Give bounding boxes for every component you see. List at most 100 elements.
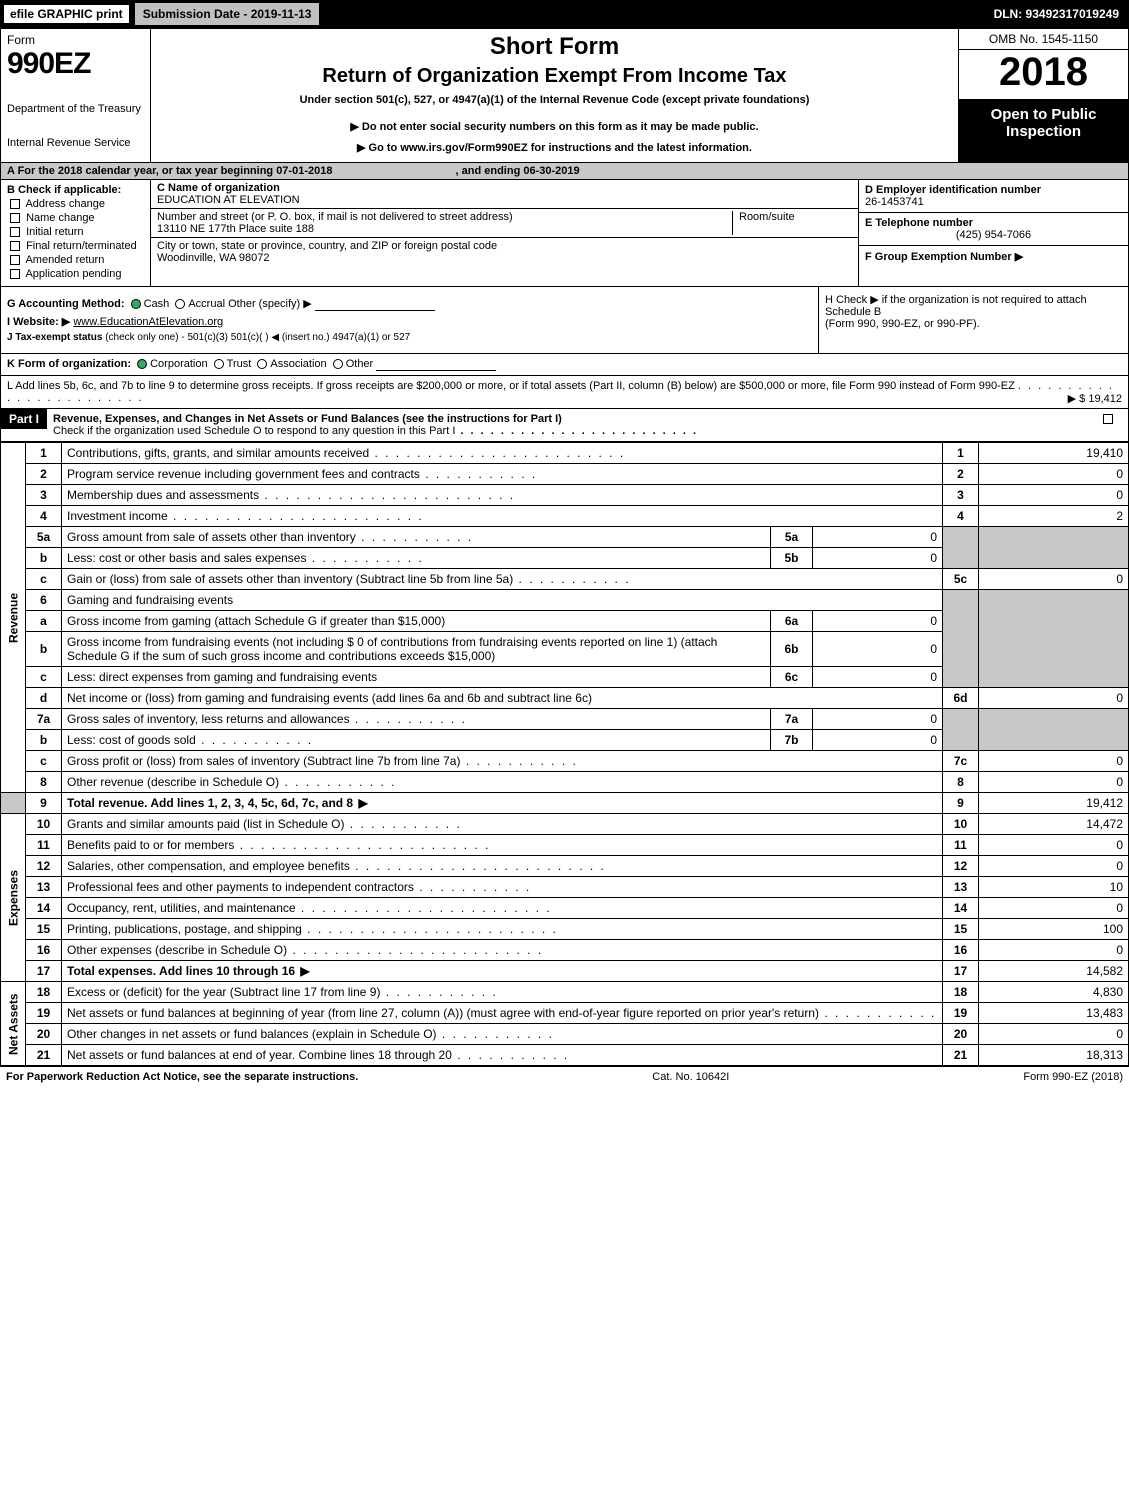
part-1-title: Revenue, Expenses, and Changes in Net As…	[53, 413, 562, 425]
dln-label: DLN: 93492317019249	[994, 7, 1125, 21]
chk-amended-return[interactable]: Amended return	[7, 254, 144, 266]
table-row: 9 Total revenue. Add lines 1, 2, 3, 4, 5…	[1, 793, 1129, 814]
chk-address-change[interactable]: Address change	[7, 198, 144, 210]
chk-name-change[interactable]: Name change	[7, 212, 144, 224]
c-city-value: Woodinville, WA 98072	[157, 252, 270, 264]
under-section: Under section 501(c), 527, or 4947(a)(1)…	[161, 94, 948, 106]
c-name-label: C Name of organization	[157, 182, 280, 194]
dept-treasury: Department of the Treasury	[7, 103, 144, 115]
footer-mid: Cat. No. 10642I	[358, 1071, 1023, 1083]
row-k: K Form of organization: Corporation Trus…	[0, 354, 1129, 376]
l-text: L Add lines 5b, 6c, and 7b to line 9 to …	[7, 380, 1015, 392]
e-phone-label: E Telephone number	[865, 217, 973, 229]
c-addr-label: Number and street (or P. O. box, if mail…	[157, 211, 513, 223]
table-row: 19 Net assets or fund balances at beginn…	[1, 1003, 1129, 1024]
l-amount: ▶ $ 19,412	[1068, 392, 1122, 405]
chk-application-pending[interactable]: Application pending	[7, 268, 144, 280]
c-addr-value: 13110 NE 177th Place suite 188	[157, 223, 314, 235]
radio-cash[interactable]	[131, 299, 141, 309]
room-suite: Room/suite	[732, 211, 852, 235]
k-label: K Form of organization:	[7, 358, 131, 370]
chk-final-return[interactable]: Final return/terminated	[7, 240, 144, 252]
c-city-label: City or town, state or province, country…	[157, 240, 497, 252]
radio-other[interactable]	[333, 359, 343, 369]
table-row: 5a Gross amount from sale of assets othe…	[1, 527, 1129, 548]
footer-left: For Paperwork Reduction Act Notice, see …	[6, 1071, 358, 1083]
row-a-ending: , and ending 06-30-2019	[456, 165, 580, 177]
table-row: 16 Other expenses (describe in Schedule …	[1, 940, 1129, 961]
table-row: 8 Other revenue (describe in Schedule O)…	[1, 772, 1129, 793]
table-row: 2 Program service revenue including gove…	[1, 464, 1129, 485]
row-a-tax-year: A For the 2018 calendar year, or tax yea…	[0, 163, 1129, 180]
col-b: B Check if applicable: Address change Na…	[1, 180, 151, 286]
table-row: c Gross profit or (loss) from sales of i…	[1, 751, 1129, 772]
part-1-label: Part I	[1, 409, 47, 429]
goto-link[interactable]: ▶ Go to www.irs.gov/Form990EZ for instru…	[161, 141, 948, 154]
radio-accrual[interactable]	[175, 299, 185, 309]
table-row: 7a Gross sales of inventory, less return…	[1, 709, 1129, 730]
short-form-title: Short Form	[161, 33, 948, 61]
table-row: 13 Professional fees and other payments …	[1, 877, 1129, 898]
col-c: C Name of organization EDUCATION AT ELEV…	[151, 180, 858, 286]
table-row: 4 Investment income 4 2	[1, 506, 1129, 527]
top-bar: efile GRAPHIC print Submission Date - 20…	[0, 0, 1129, 28]
dept-irs: Internal Revenue Service	[7, 137, 144, 149]
radio-corporation[interactable]	[137, 359, 147, 369]
footer-right: Form 990-EZ (2018)	[1023, 1071, 1123, 1083]
col-d: D Employer identification number 26-1453…	[858, 180, 1128, 286]
row-a-text: A For the 2018 calendar year, or tax yea…	[7, 165, 332, 177]
i-label: I Website: ▶	[7, 316, 70, 328]
form-header: Form 990EZ Department of the Treasury In…	[0, 28, 1129, 163]
e-phone-value: (425) 954-7066	[865, 229, 1122, 241]
table-row: 6 Gaming and fundraising events	[1, 590, 1129, 611]
h-text1: H Check ▶ if the organization is not req…	[825, 293, 1122, 318]
return-title: Return of Organization Exempt From Incom…	[161, 65, 948, 88]
part-1-check-text: Check if the organization used Schedule …	[53, 425, 455, 437]
i-website[interactable]: www.EducationAtElevation.org	[73, 316, 223, 328]
k-other-input[interactable]	[376, 358, 496, 371]
do-not-enter: ▶ Do not enter social security numbers o…	[161, 120, 948, 133]
g-other-input[interactable]	[315, 298, 435, 311]
info-block: B Check if applicable: Address change Na…	[0, 180, 1129, 287]
table-row: 12 Salaries, other compensation, and emp…	[1, 856, 1129, 877]
header-left: Form 990EZ Department of the Treasury In…	[1, 29, 151, 162]
table-row: 20 Other changes in net assets or fund b…	[1, 1024, 1129, 1045]
side-expenses: Expenses	[1, 814, 26, 982]
open-public: Open to Public Inspection	[959, 100, 1128, 162]
table-row: d Net income or (loss) from gaming and f…	[1, 688, 1129, 709]
c-name-value: EDUCATION AT ELEVATION	[157, 194, 300, 206]
header-mid: Short Form Return of Organization Exempt…	[151, 29, 958, 162]
side-revenue: Revenue	[1, 443, 26, 793]
chk-initial-return[interactable]: Initial return	[7, 226, 144, 238]
radio-trust[interactable]	[214, 359, 224, 369]
j-text: (check only one) - 501(c)(3) 501(c)( ) ◀…	[105, 332, 410, 343]
omb-number: OMB No. 1545-1150	[959, 29, 1128, 50]
radio-association[interactable]	[257, 359, 267, 369]
side-netassets: Net Assets	[1, 982, 26, 1066]
j-label: J Tax-exempt status	[7, 332, 102, 343]
table-row: 14 Occupancy, rent, utilities, and maint…	[1, 898, 1129, 919]
block-g-h-i-j: G Accounting Method: Cash Accrual Other …	[0, 287, 1129, 354]
g-label: G Accounting Method:	[7, 298, 125, 310]
table-row: 21 Net assets or fund balances at end of…	[1, 1045, 1129, 1066]
g-left: G Accounting Method: Cash Accrual Other …	[1, 287, 818, 353]
table-row: Revenue 1 Contributions, gifts, grants, …	[1, 443, 1129, 464]
table-row: 3 Membership dues and assessments 3 0	[1, 485, 1129, 506]
submission-date: Submission Date - 2019-11-13	[133, 1, 322, 27]
d-ein-label: D Employer identification number	[865, 184, 1041, 196]
table-row: 11 Benefits paid to or for members 11 0	[1, 835, 1129, 856]
table-row: 15 Printing, publications, postage, and …	[1, 919, 1129, 940]
table-row: 17 Total expenses. Add lines 10 through …	[1, 961, 1129, 982]
header-right: OMB No. 1545-1150 2018 Open to Public In…	[958, 29, 1128, 162]
col-b-title: B Check if applicable:	[7, 184, 144, 196]
d-ein-value: 26-1453741	[865, 196, 924, 208]
lines-table: Revenue 1 Contributions, gifts, grants, …	[0, 442, 1129, 1066]
efile-label[interactable]: efile GRAPHIC print	[4, 5, 129, 23]
form-code: 990EZ	[7, 47, 144, 81]
form-word: Form	[7, 33, 144, 47]
table-row: c Gain or (loss) from sale of assets oth…	[1, 569, 1129, 590]
page-footer: For Paperwork Reduction Act Notice, see …	[0, 1066, 1129, 1087]
part-1-checkbox[interactable]	[1103, 414, 1113, 424]
table-row: Expenses 10 Grants and similar amounts p…	[1, 814, 1129, 835]
row-l: L Add lines 5b, 6c, and 7b to line 9 to …	[0, 376, 1129, 409]
